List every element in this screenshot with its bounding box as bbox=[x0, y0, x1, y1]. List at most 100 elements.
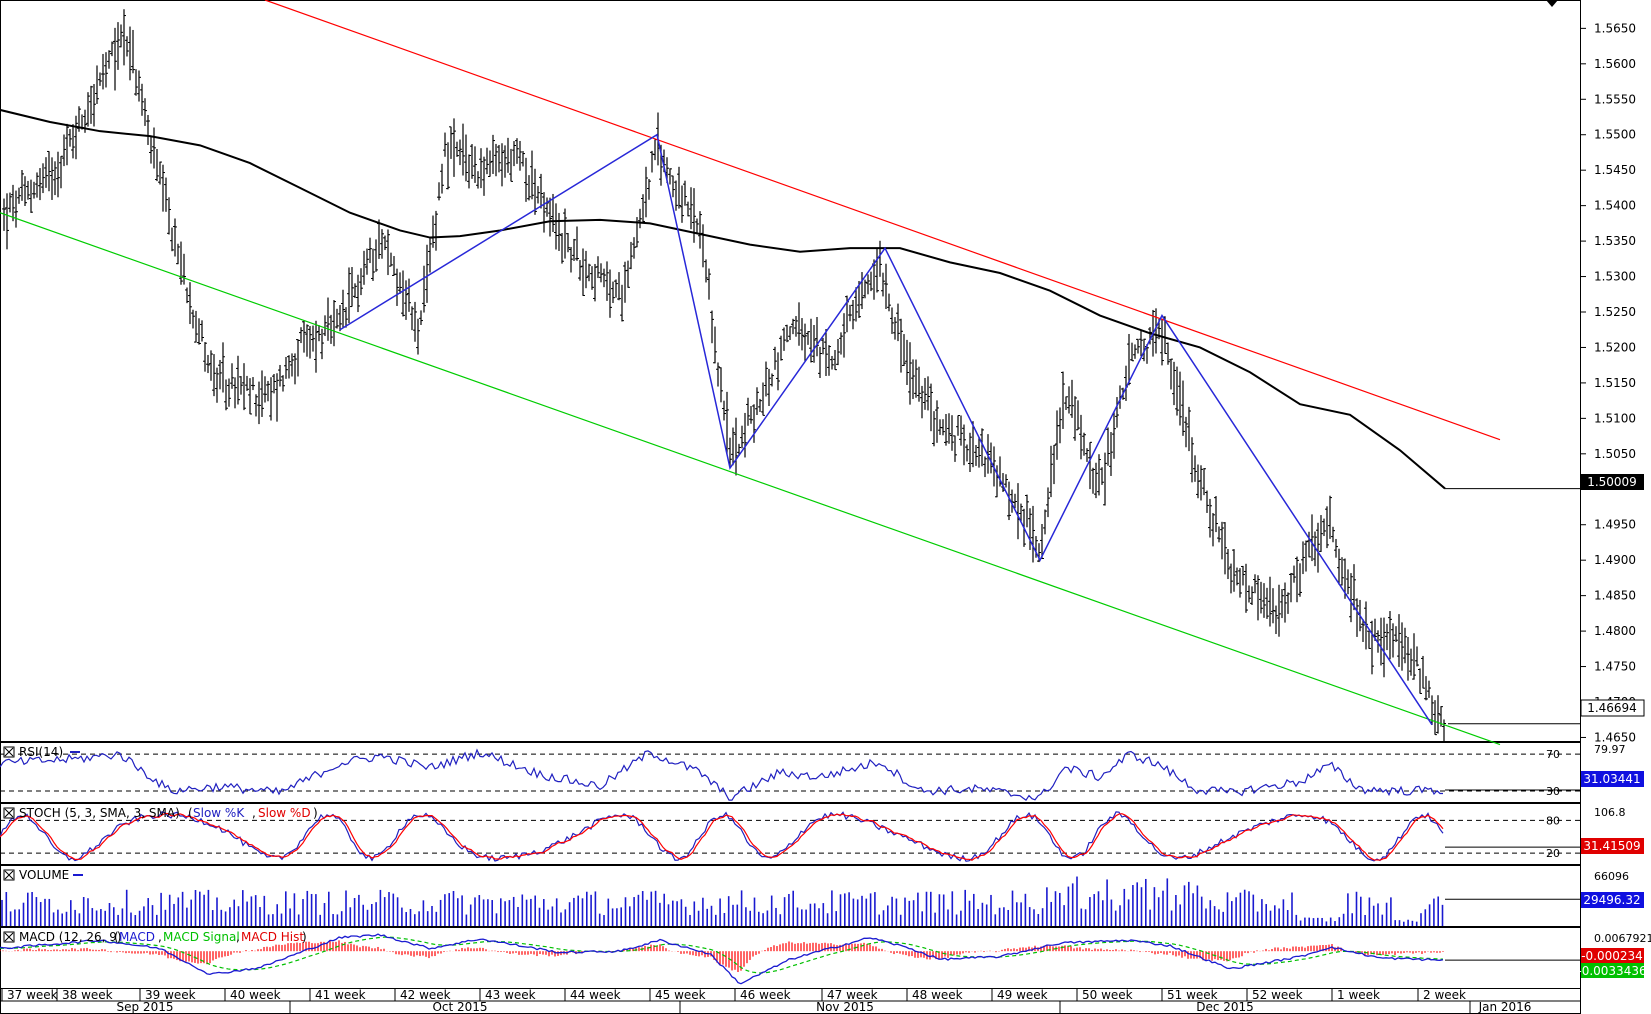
time-axis-labels: 37 week 38 week 39 week 40 week 41 week 42 we… bbox=[0, 988, 1580, 1014]
month-label: Dec 2015 bbox=[1196, 1000, 1254, 1014]
week-label: 47 week bbox=[827, 988, 878, 1002]
collapse-icon-cross bbox=[4, 808, 14, 818]
collapse-icon-cross bbox=[4, 870, 14, 880]
month-label: Jan 2016 bbox=[1478, 1000, 1532, 1014]
price-tick-label: 1.4750 bbox=[1594, 660, 1636, 674]
week-label: 51 week bbox=[1167, 988, 1218, 1002]
price-tick-label: 1.5300 bbox=[1594, 270, 1636, 284]
rsi-title: RSI(14) bbox=[3, 745, 80, 759]
week-label: 46 week bbox=[740, 988, 791, 1002]
rsi-line bbox=[0, 748, 1444, 802]
week-label: 41 week bbox=[315, 988, 366, 1002]
week-label: 44 week bbox=[570, 988, 621, 1002]
stoch-paren-open: ( bbox=[188, 806, 193, 820]
volume-layer: 66096 bbox=[1, 870, 1629, 926]
volume-scale-label: 66096 bbox=[1594, 870, 1629, 883]
macd-legend-hist: MACD Hist bbox=[241, 930, 304, 944]
week-label: 39 week bbox=[145, 988, 196, 1002]
macd-legend-sep1: , bbox=[158, 930, 162, 944]
rsi-level-label: 30 bbox=[1546, 785, 1560, 798]
macd-title: MACD (12, 26, 9) ( MACD , MACD Signal , … bbox=[3, 930, 307, 944]
week-label: 43 week bbox=[485, 988, 536, 1002]
stoch-panel[interactable] bbox=[0, 803, 1581, 865]
price-tick-label: 1.5200 bbox=[1594, 340, 1636, 354]
stoch-legend-d: Slow %D bbox=[258, 806, 311, 820]
zigzag-pattern-line bbox=[339, 133, 1433, 726]
week-label: 48 week bbox=[912, 988, 963, 1002]
stoch-paren-close: ) bbox=[313, 806, 318, 820]
upper-channel-line bbox=[264, 0, 1501, 441]
price-tick-label: 1.4900 bbox=[1594, 553, 1636, 567]
week-label: 42 week bbox=[400, 988, 451, 1002]
stoch-legend-sep: , bbox=[252, 806, 256, 820]
macd-legend-sep2: , bbox=[236, 930, 240, 944]
macd-value-label-1: -0.000234 bbox=[1581, 949, 1643, 963]
stoch-value-box: 31.41509 bbox=[1581, 838, 1644, 854]
stoch-legend-k: Slow %K bbox=[193, 806, 245, 820]
price-tick-label: 1.4850 bbox=[1594, 589, 1636, 603]
price-tick-label: 1.5050 bbox=[1594, 447, 1636, 461]
macd-signal-line bbox=[0, 936, 1444, 974]
month-label: Sep 2015 bbox=[117, 1000, 174, 1014]
stoch-label: STOCH (5, 3, SMA, 3, SMA) bbox=[19, 806, 180, 820]
price-axis: 1.5650 1.5600 1.5550 1.5500 1.5450 1.5400 1.53… bbox=[1580, 21, 1636, 744]
lower-channel-line bbox=[0, 212, 1501, 746]
macd-panel[interactable] bbox=[0, 927, 1581, 989]
volume-value-box: 29496.32 bbox=[1581, 892, 1644, 908]
week-label: 40 week bbox=[230, 988, 281, 1002]
rsi-value-box: 31.03441 bbox=[1581, 771, 1644, 787]
week-label: 52 week bbox=[1252, 988, 1303, 1002]
macd-line bbox=[0, 933, 1444, 985]
macd-value-box-2: -0.0033436 bbox=[1577, 963, 1647, 978]
rsi-panel[interactable] bbox=[0, 742, 1581, 803]
week-label: 50 week bbox=[1082, 988, 1133, 1002]
collapse-icon-cross bbox=[4, 747, 14, 757]
macd-legend-macd: MACD bbox=[119, 930, 155, 944]
price-tick-label: 1.4950 bbox=[1594, 518, 1636, 532]
week-label: 1 week bbox=[1337, 988, 1380, 1002]
price-tick-label: 1.5250 bbox=[1594, 305, 1636, 319]
week-label: 38 week bbox=[62, 988, 113, 1002]
last-price-label: 1.46694 bbox=[1587, 701, 1637, 715]
macd-scale-label: 0.0067921 bbox=[1594, 932, 1651, 945]
rsi-value-label: 31.03441 bbox=[1583, 772, 1640, 786]
month-label: Oct 2015 bbox=[432, 1000, 487, 1014]
macd-value-box-1: -0.000234 bbox=[1581, 948, 1644, 963]
macd-value-label-2: -0.0033436 bbox=[1577, 964, 1646, 978]
stoch-level-label: 80 bbox=[1546, 814, 1560, 827]
week-label: 37 week bbox=[7, 988, 58, 1002]
collapse-icon-cross bbox=[4, 932, 14, 942]
month-label: Nov 2015 bbox=[816, 1000, 874, 1014]
macd-paren-close: ) bbox=[302, 930, 307, 944]
macd-label: MACD (12, 26, 9) bbox=[19, 930, 122, 944]
scroll-marker-icon[interactable] bbox=[1546, 0, 1558, 7]
price-tick-label: 1.5650 bbox=[1594, 21, 1636, 35]
price-tick-label: 1.4800 bbox=[1594, 624, 1636, 638]
week-label: 49 week bbox=[997, 988, 1048, 1002]
volume-value-label: 29496.32 bbox=[1583, 893, 1640, 907]
macd-legend-signal: MACD Signal bbox=[163, 930, 240, 944]
last-price-box: 1.46694 bbox=[1580, 699, 1645, 717]
moving-average-line bbox=[0, 108, 1446, 490]
price-tick-label: 1.5400 bbox=[1594, 199, 1636, 213]
rsi-scale-label: 79.97 bbox=[1594, 743, 1626, 756]
price-overlays bbox=[0, 0, 1581, 746]
volume-label: VOLUME bbox=[19, 868, 69, 882]
price-tick-label: 1.5500 bbox=[1594, 128, 1636, 142]
stoch-value-label: 31.41509 bbox=[1583, 839, 1640, 853]
price-tick-label: 1.5450 bbox=[1594, 163, 1636, 177]
stoch-scale-label: 106.8 bbox=[1594, 806, 1626, 819]
price-tick-label: 1.5550 bbox=[1594, 92, 1636, 106]
stoch-title: STOCH (5, 3, SMA, 3, SMA) ( Slow %K , Sl… bbox=[3, 806, 318, 820]
ma-value-box: 1.50009 bbox=[1581, 474, 1644, 490]
price-tick-label: 1.5600 bbox=[1594, 57, 1636, 71]
price-tick-label: 1.5150 bbox=[1594, 376, 1636, 390]
rsi-label: RSI(14) bbox=[19, 745, 63, 759]
ma-value-label: 1.50009 bbox=[1587, 475, 1637, 489]
week-label: 45 week bbox=[655, 988, 706, 1002]
price-panel[interactable] bbox=[0, 0, 1581, 742]
macd-layer: 0.0067921 bbox=[0, 932, 1651, 985]
price-tick-label: 1.5100 bbox=[1594, 411, 1636, 425]
